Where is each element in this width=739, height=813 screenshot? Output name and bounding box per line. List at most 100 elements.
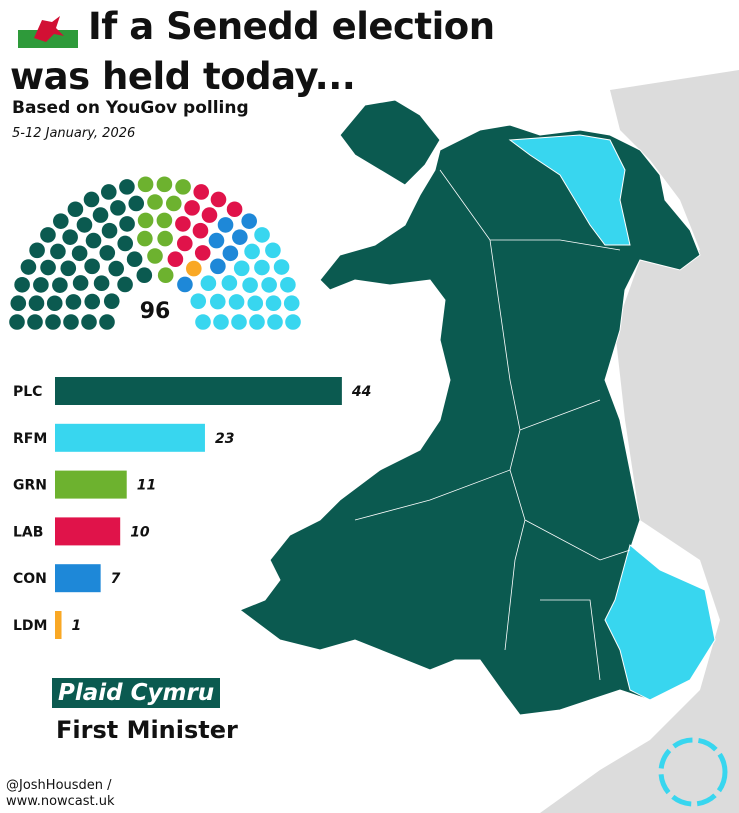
seat xyxy=(136,267,153,284)
seat xyxy=(285,314,301,330)
seat xyxy=(10,295,27,312)
seat xyxy=(45,314,61,330)
seat xyxy=(119,216,135,232)
seat xyxy=(176,235,193,252)
bar xyxy=(55,564,101,593)
seat xyxy=(201,207,218,223)
seat xyxy=(210,191,227,208)
seat xyxy=(254,259,270,276)
seat xyxy=(221,275,238,291)
wales-map xyxy=(238,99,716,716)
seat xyxy=(213,314,229,330)
seat xyxy=(267,314,283,330)
seat xyxy=(247,295,264,312)
seat xyxy=(210,258,226,275)
winner-role: First Minister xyxy=(56,716,238,744)
seat xyxy=(195,314,211,330)
seat xyxy=(110,200,126,216)
seat xyxy=(40,259,56,276)
credit-line: @JoshHousden / xyxy=(6,778,112,793)
seat xyxy=(249,314,265,330)
seat xyxy=(103,293,120,309)
seat xyxy=(52,277,68,293)
seat xyxy=(128,195,145,212)
seat xyxy=(60,260,77,277)
seat xyxy=(265,295,282,312)
seat xyxy=(233,260,250,277)
seat xyxy=(92,207,109,223)
seat xyxy=(117,276,133,293)
seat xyxy=(231,314,247,330)
seat xyxy=(147,194,163,210)
seat xyxy=(200,275,217,292)
value-label: 10 xyxy=(130,524,150,540)
region-border xyxy=(354,169,631,681)
seat xyxy=(84,293,101,310)
seat xyxy=(190,293,207,309)
seat xyxy=(175,179,191,195)
seat xyxy=(29,242,45,259)
seat xyxy=(137,212,154,229)
flag xyxy=(18,10,78,48)
seat xyxy=(156,212,173,229)
category-label: GRN xyxy=(13,478,47,494)
seat xyxy=(62,229,78,245)
bar xyxy=(55,423,205,452)
seat xyxy=(280,276,296,293)
seat xyxy=(222,245,239,262)
seat xyxy=(46,295,63,312)
winner: Plaid Cymru xyxy=(52,678,221,708)
seat xyxy=(244,243,260,260)
seat xyxy=(241,213,257,229)
seat xyxy=(40,227,56,243)
subtitle: Based on YouGov polling xyxy=(12,98,249,118)
title: If a Senedd election was held today... xyxy=(10,5,495,98)
category-label: PLC xyxy=(13,384,42,400)
seat xyxy=(157,230,173,247)
bar xyxy=(55,517,121,546)
seat xyxy=(254,227,270,243)
credit-line: www.nowcast.uk xyxy=(6,794,115,809)
seat xyxy=(53,213,69,229)
seat xyxy=(208,232,225,249)
seat xyxy=(84,258,100,275)
category-label: LAB xyxy=(13,524,43,540)
category-label: LDM xyxy=(13,618,47,634)
seat xyxy=(192,222,209,239)
seat xyxy=(9,314,25,330)
seat xyxy=(137,176,154,193)
seat xyxy=(65,294,82,310)
seat xyxy=(147,248,163,264)
seat xyxy=(76,217,93,233)
value-label: 23 xyxy=(215,431,234,447)
seat xyxy=(217,217,234,233)
seat xyxy=(193,184,210,200)
seat xyxy=(119,179,135,195)
seat xyxy=(63,314,79,330)
seat xyxy=(232,229,248,245)
seat xyxy=(71,245,88,262)
seat xyxy=(85,232,102,249)
seat xyxy=(273,259,290,275)
seat xyxy=(137,230,153,247)
bar xyxy=(55,611,62,639)
seat xyxy=(283,295,300,312)
seat xyxy=(117,235,134,252)
seat xyxy=(165,195,182,212)
value-label: 11 xyxy=(137,478,156,494)
seat xyxy=(100,184,117,200)
seat xyxy=(185,260,202,277)
bar xyxy=(55,470,127,499)
seat xyxy=(81,314,97,330)
seat xyxy=(72,275,89,291)
seat xyxy=(175,216,191,232)
seat xyxy=(156,176,173,193)
seat xyxy=(99,314,115,330)
seat xyxy=(167,251,184,268)
seat xyxy=(177,276,193,293)
seat xyxy=(157,267,174,284)
seat xyxy=(226,201,243,218)
seat xyxy=(50,243,66,260)
